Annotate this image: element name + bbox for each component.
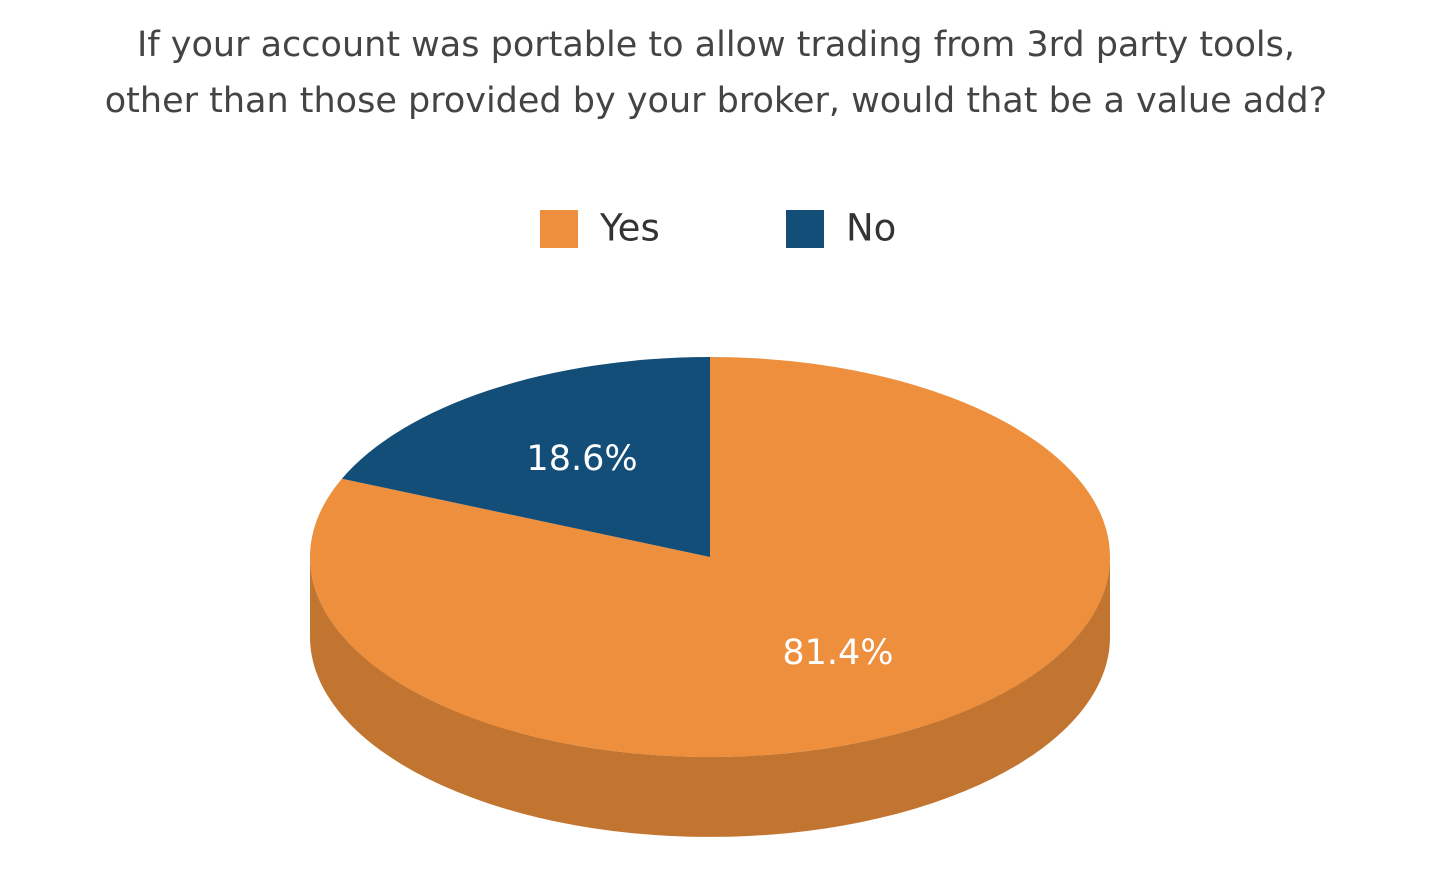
legend-label: Yes	[599, 207, 660, 250]
chart-title: If your account was portable to allow tr…	[137, 25, 1295, 65]
data-label: 81.4%	[782, 633, 893, 673]
legend-swatch	[540, 210, 578, 248]
pie-slice	[341, 357, 710, 557]
legend-swatch	[786, 210, 824, 248]
data-label: 18.6%	[526, 439, 637, 479]
slice-side	[310, 557, 1110, 837]
chart-title: other than those provided by your broker…	[105, 81, 1327, 121]
legend-label: No	[846, 207, 896, 250]
